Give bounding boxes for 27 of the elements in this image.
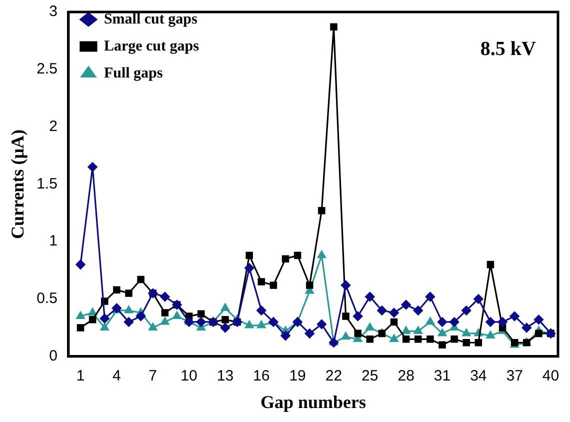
y-tick-label: 2.5 [36, 60, 58, 78]
x-tick-label: 10 [180, 368, 198, 385]
x-tick-label: 25 [362, 368, 378, 385]
x-tick-label: 1 [76, 368, 85, 385]
legend-label: Full gaps [104, 65, 163, 82]
legend-label: Large cut gaps [104, 38, 200, 54]
x-tick-label: 37 [506, 368, 523, 385]
y-tick-label: 1.5 [36, 175, 58, 192]
x-tick-label: 40 [542, 368, 560, 385]
y-tick-label: 0 [49, 348, 58, 365]
x-tick-label: 34 [470, 368, 487, 385]
x-tick-label: 4 [112, 368, 121, 385]
x-tick-label: 7 [148, 368, 158, 385]
y-tick-label: 1 [49, 232, 58, 250]
x-tick-label: 31 [434, 368, 451, 385]
annotation: 8.5 kV [480, 38, 537, 60]
x-tick-label: 28 [398, 368, 414, 385]
x-tick-label: 19 [289, 368, 306, 385]
y-tick-label: 2 [49, 118, 58, 135]
x-axis-title: Gap numbers [260, 392, 366, 412]
y-axis-title: Currents (µA) [7, 129, 28, 239]
x-tick-label: 16 [253, 368, 270, 385]
x-tick-label: 22 [325, 368, 342, 385]
y-tick-label: 0.5 [36, 290, 58, 308]
x-tick-label: 13 [216, 368, 234, 385]
y-tick-label: 3 [49, 3, 58, 20]
legend-label: Small cut gaps [104, 11, 198, 28]
